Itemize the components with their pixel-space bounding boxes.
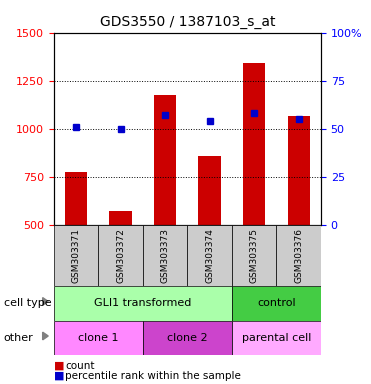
Bar (232, 286, 321, 321)
Bar (198, 157, 221, 225)
Bar (154, 95, 176, 225)
Bar (288, 116, 310, 225)
Text: GSM303373: GSM303373 (161, 228, 170, 283)
Bar (232, 225, 276, 286)
Text: percentile rank within the sample: percentile rank within the sample (65, 371, 241, 381)
Bar (243, 63, 265, 225)
Text: parental cell: parental cell (242, 333, 311, 343)
Text: clone 2: clone 2 (167, 333, 208, 343)
Bar (143, 225, 187, 286)
Text: ■: ■ (54, 371, 64, 381)
Text: cell type: cell type (4, 298, 51, 308)
Text: GLI1 transformed: GLI1 transformed (94, 298, 191, 308)
Text: other: other (4, 333, 33, 343)
Bar (143, 321, 232, 355)
Text: GSM303371: GSM303371 (72, 228, 81, 283)
Text: clone 1: clone 1 (78, 333, 119, 343)
Text: GSM303374: GSM303374 (205, 228, 214, 283)
Text: ■: ■ (54, 361, 64, 371)
Text: control: control (257, 298, 296, 308)
Title: GDS3550 / 1387103_s_at: GDS3550 / 1387103_s_at (99, 15, 275, 29)
Text: GSM303376: GSM303376 (294, 228, 303, 283)
Text: GSM303372: GSM303372 (116, 228, 125, 283)
Bar (65, 172, 87, 225)
Bar (54, 321, 143, 355)
Text: GSM303375: GSM303375 (250, 228, 259, 283)
Bar (232, 321, 321, 355)
Bar (187, 225, 232, 286)
Text: count: count (65, 361, 95, 371)
Bar (54, 225, 98, 286)
Bar (276, 225, 321, 286)
Bar (54, 286, 232, 321)
Bar (109, 211, 132, 225)
Bar (98, 225, 143, 286)
